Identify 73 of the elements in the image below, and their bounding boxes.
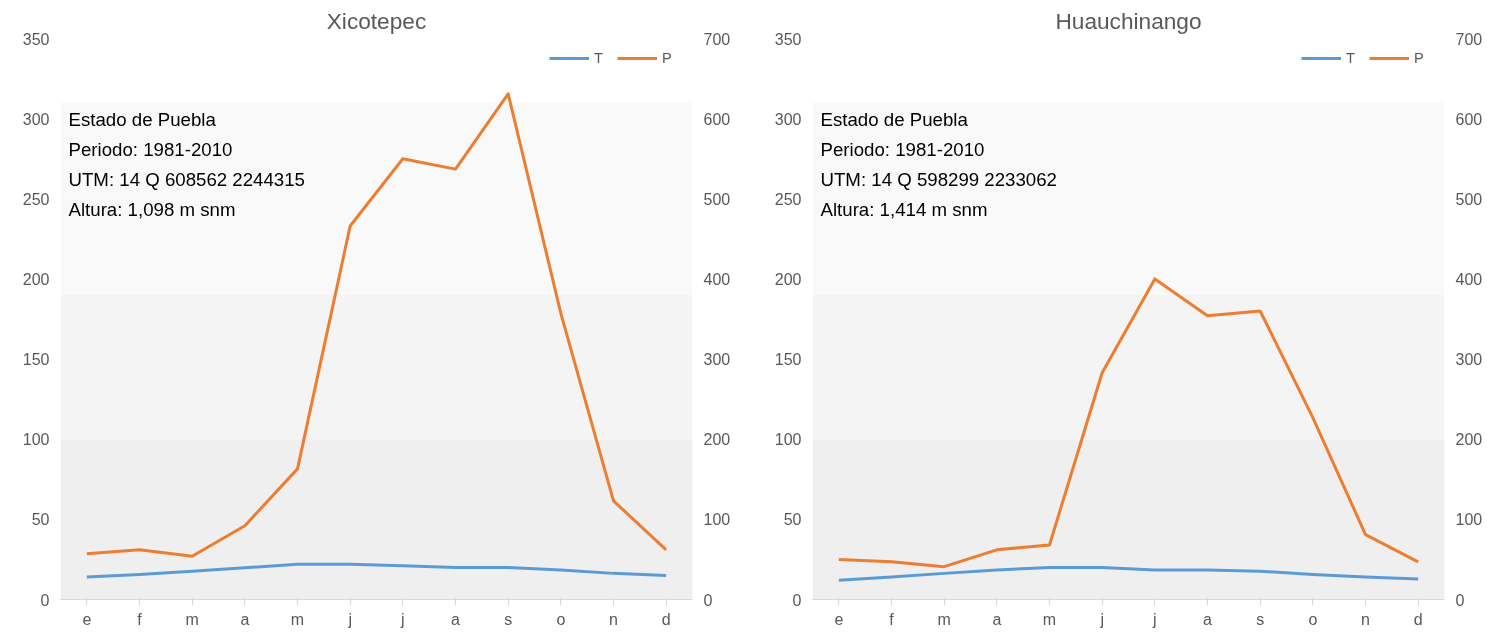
y-tick-label: 50 <box>31 511 50 529</box>
x-tick-label: o <box>1308 610 1318 628</box>
legend-label: T <box>594 50 604 66</box>
x-tick-label: m <box>937 610 951 628</box>
x-tick-label: e <box>82 610 92 628</box>
annotation: Periodo: 1981-2010 <box>68 138 233 160</box>
y2-tick-label: 700 <box>703 30 731 48</box>
legend-label: T <box>1346 50 1356 66</box>
y2-tick-label: 100 <box>1455 511 1483 529</box>
y2-tick-label: 200 <box>1455 431 1483 449</box>
y-tick-label: 350 <box>22 30 50 48</box>
x-tick-label: e <box>834 610 844 628</box>
annotation: Periodo: 1981-2010 <box>820 138 985 160</box>
y2-tick-label: 500 <box>703 190 731 208</box>
x-tick-label: n <box>609 610 618 628</box>
x-tick-label: m <box>290 610 305 628</box>
x-tick-label: m <box>1042 610 1057 628</box>
x-tick-label: o <box>556 610 566 628</box>
x-tick-label: d <box>661 610 671 628</box>
x-tick-label: s <box>504 610 513 628</box>
y-tick-label: 250 <box>774 190 802 208</box>
y-tick-label: 100 <box>774 431 802 449</box>
chart-title: Xicotepec <box>326 7 427 34</box>
y2-tick-label: 300 <box>703 351 731 369</box>
x-tick-label: a <box>240 610 250 628</box>
y2-tick-label: 400 <box>1455 270 1483 288</box>
y2-tick-label: 0 <box>703 591 713 609</box>
annotation: Estado de Puebla <box>68 108 217 130</box>
line-series <box>837 565 1420 582</box>
legend-label: P <box>662 50 673 66</box>
annotation: UTM: 14 Q 598299 2233062 <box>820 168 1057 190</box>
y-tick-label: 300 <box>774 110 802 128</box>
y2-tick-label: 700 <box>1455 30 1483 48</box>
y2-tick-label: 400 <box>703 270 731 288</box>
x-tick-label: m <box>185 610 199 628</box>
y-tick-label: 0 <box>792 591 802 609</box>
annotation: Altura: 1,414 m snm <box>820 198 988 220</box>
x-tick-label: j <box>400 610 405 628</box>
y2-tick-label: 200 <box>703 431 731 449</box>
y-tick-label: 200 <box>774 270 802 288</box>
x-tick-label: a <box>992 610 1002 628</box>
x-tick-label: d <box>1413 610 1423 628</box>
annotation: Estado de Puebla <box>820 108 969 130</box>
annotation: Altura: 1,098 m snm <box>68 198 236 220</box>
x-tick-label: j <box>1099 610 1104 628</box>
y-tick-label: 150 <box>22 351 50 369</box>
y-tick-label: 100 <box>22 431 50 449</box>
y-tick-label: 50 <box>783 511 802 529</box>
y2-tick-label: 100 <box>703 511 731 529</box>
y-tick-label: 350 <box>774 30 802 48</box>
y2-tick-label: 0 <box>1455 591 1465 609</box>
legend-label: P <box>1414 50 1425 66</box>
y-tick-label: 150 <box>774 351 802 369</box>
annotation: UTM: 14 Q 608562 2244315 <box>68 168 305 190</box>
x-tick-label: a <box>1203 610 1213 628</box>
line-series <box>85 562 668 579</box>
y2-tick-label: 600 <box>703 110 731 128</box>
x-tick-label: a <box>451 610 461 628</box>
y2-tick-label: 300 <box>1455 351 1483 369</box>
x-tick-label: s <box>1256 610 1265 628</box>
y-tick-label: 200 <box>22 270 50 288</box>
y-tick-label: 0 <box>40 591 50 609</box>
y2-tick-label: 600 <box>1455 110 1483 128</box>
x-tick-label: f <box>137 610 143 628</box>
y-tick-label: 250 <box>22 190 50 208</box>
chart-title: Huauchinango <box>1055 7 1202 34</box>
x-tick-label: f <box>889 610 895 628</box>
y-tick-label: 300 <box>22 110 50 128</box>
x-tick-label: n <box>1361 610 1370 628</box>
y2-tick-label: 500 <box>1455 190 1483 208</box>
x-tick-label: j <box>347 610 352 628</box>
line-series <box>837 277 1420 569</box>
x-tick-label: j <box>1152 610 1157 628</box>
